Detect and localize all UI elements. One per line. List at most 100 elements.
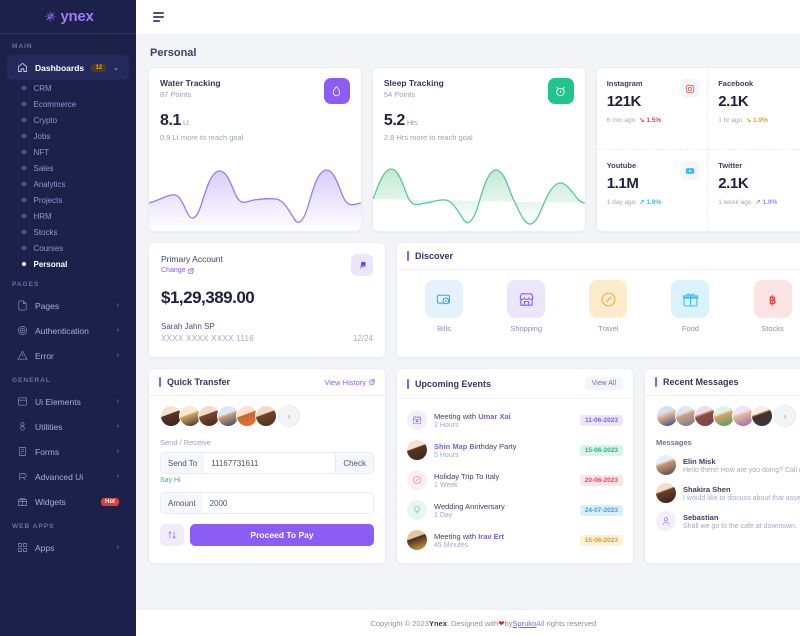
file-icon [17,300,28,311]
messages-body: › Messages ⋯ Elin Misk Hello there! How … [645,396,800,543]
chevron-right-icon: › [116,423,119,430]
hamburger-icon[interactable] [150,9,167,25]
event-title-post: Birthday Party [467,441,517,451]
more-messages-button[interactable]: › [774,405,796,427]
list-item[interactable]: Holiday Trip To Italy 1 Week 20-06-2023 [407,465,623,495]
sidebar-sub-label: Projects [33,195,63,205]
sidebar-item-authentication[interactable]: Authentication › [7,318,129,343]
sidebar-item-crypto[interactable]: Crypto [0,112,136,128]
check-button[interactable]: Check [335,453,373,473]
sidebar-sub-label: Analytics [33,179,66,189]
store-icon [507,280,546,318]
say-hi-link[interactable]: Say Hi [160,477,181,484]
sidebar-item-utilities[interactable]: Utilities › [7,414,129,439]
event-title: Meeting with Irav Ert [434,532,573,541]
gift-icon [671,280,710,318]
account-expiry: 12/24 [352,334,373,343]
sidebar-item-pages[interactable]: Pages › [7,293,129,318]
send-to-input[interactable] [204,453,336,473]
event-time: 1 Day [434,511,453,519]
event-date-badge: 15-06-2023 [579,444,623,456]
sidebar-item-crm[interactable]: CRM [0,80,136,96]
row-transfer-events-messages: Quick Transfer View History [148,368,800,564]
social-cell-instagram[interactable]: Instagram 121K 6 min ago ↘ 1.5% [596,68,709,150]
sidebar-section-pages: PAGES [12,281,40,288]
social-change: ↗ 1.9% [639,199,662,206]
discover-item-travel[interactable]: Travel [589,280,628,333]
youtube-icon [680,161,700,180]
social-meta: 1 week ago ↗ 1.9% [718,198,800,206]
sidebar-item-ecommerce[interactable]: Ecommerce [0,96,136,112]
sidebar-item-stocks[interactable]: Stocks [0,224,136,240]
send-to-group: Send To Check [160,452,374,474]
message-sender: Sebastian [683,512,719,522]
card-title: Water Tracking [160,78,221,88]
social-change: ↘ 1.9% [745,117,768,124]
sidebar-item-courses[interactable]: Courses [0,240,136,256]
list-item[interactable]: Elin Misk Hello there! How are you doing… [656,451,800,479]
sidebar-item-projects[interactable]: Projects [0,192,136,208]
sidebar-item-label: Widgets [35,496,66,507]
sidebar-item-advanced-ui[interactable]: Advanced Ui › [7,464,129,489]
social-name: Facebook [718,79,754,88]
sidebar-item-nft[interactable]: NFT [0,144,136,160]
view-all-button[interactable]: View All [584,377,623,390]
list-item[interactable]: Shin Map Birthday Party 5 Hours 15-06-20… [407,435,623,465]
card-subtitle: 54 Points [383,90,416,99]
discover-label: Bills [437,324,451,333]
messages-title-text: Recent Messages [663,377,739,387]
sidebar-item-widgets[interactable]: Widgets Hot [7,489,129,514]
sidebar-item-analytics[interactable]: Analytics [0,176,136,192]
dashboard-content: Water Tracking 87 Points 8.1 Lt 0.9 Lt mo… [136,67,800,609]
list-item[interactable]: Meeting with Irav Ert 45 Minutes 15-06-2… [407,525,623,555]
list-item[interactable]: Wedding Anniversary 1 Day 24-07-2023 [407,495,623,525]
sidebar-item-hrm[interactable]: HRM [0,208,136,224]
sidebar-item-forms[interactable]: Forms › [7,439,129,464]
sidebar-item-dashboards[interactable]: Dashboards 12 ⌄ [7,55,129,80]
sidebar-item-apps[interactable]: Apps › [7,535,129,560]
proceed-to-pay-button[interactable]: Proceed To Pay [190,524,374,546]
event-date-badge: 11-06-2023 [580,414,623,426]
swap-vertical-icon[interactable] [160,524,184,546]
person-icon [656,511,676,531]
avatar[interactable] [751,405,773,427]
list-item[interactable]: Sebastian Shall we go to the cafe at dow… [656,507,800,535]
list-item[interactable]: Shakira Shen I would like to discuss abo… [656,479,800,507]
discover-item-bills[interactable]: Bills [425,280,464,333]
social-value: 1.1M [606,175,639,192]
amount-input[interactable] [202,493,373,513]
avatar [407,440,427,460]
social-cell-facebook[interactable]: Facebook 2.1K 1 hr ago ↘ 1.9% [708,68,800,150]
discover-label: Travel [598,324,619,333]
sidebar-item-ui-elements[interactable]: Ui Elements › [7,389,129,414]
avatar[interactable] [255,405,277,427]
sidebar-item-personal[interactable]: Personal [0,256,136,272]
view-history-link[interactable]: View History [324,378,375,387]
discover-item-food[interactable]: Food [671,280,710,333]
card-title: Discover [407,251,453,261]
event-title: Meeting with Umar Xai [434,412,573,421]
social-time: 1 hr ago [718,117,743,124]
sidebar-item-sales[interactable]: Sales [0,160,136,176]
change-account-link[interactable]: Change [161,267,373,274]
event-title-highlight: Shin Map [434,441,468,451]
discover-label: Food [681,324,699,333]
social-cell-youtube[interactable]: Youtube 1.1M 1 day ago ↗ 1.9% [597,150,709,231]
logo[interactable]: ynex [0,0,136,34]
discover-item-stocks[interactable]: ฿ Stocks [753,280,792,333]
contacts-avatar-list: › [160,405,374,427]
discover-item-shopping[interactable]: Shopping [507,280,546,333]
footer-author-link[interactable]: Spruko [512,618,537,628]
sidebar-item-label: Error [35,350,54,361]
event-title-highlight: Umar Xai [478,411,511,421]
message-preview: Hello there! How are you doing? Call me [683,466,800,474]
sleep-sparkline-chart [372,157,585,231]
sidebar: ynex MAIN Dashboards 12 ⌄ CRM Ecommerce … [0,0,136,636]
list-item[interactable]: Meeting with Umar Xai 2 Hours 11-06-2023 [407,405,623,435]
view-history-label: View History [324,377,366,387]
sidebar-section-general: GENERAL [12,377,51,384]
more-contacts-button[interactable]: › [278,405,300,427]
sidebar-item-error[interactable]: Error › [7,343,129,368]
social-cell-twitter[interactable]: Twitter 2.1K 1 week ago ↗ 1.9% [708,150,800,231]
sidebar-item-jobs[interactable]: Jobs [0,128,136,144]
